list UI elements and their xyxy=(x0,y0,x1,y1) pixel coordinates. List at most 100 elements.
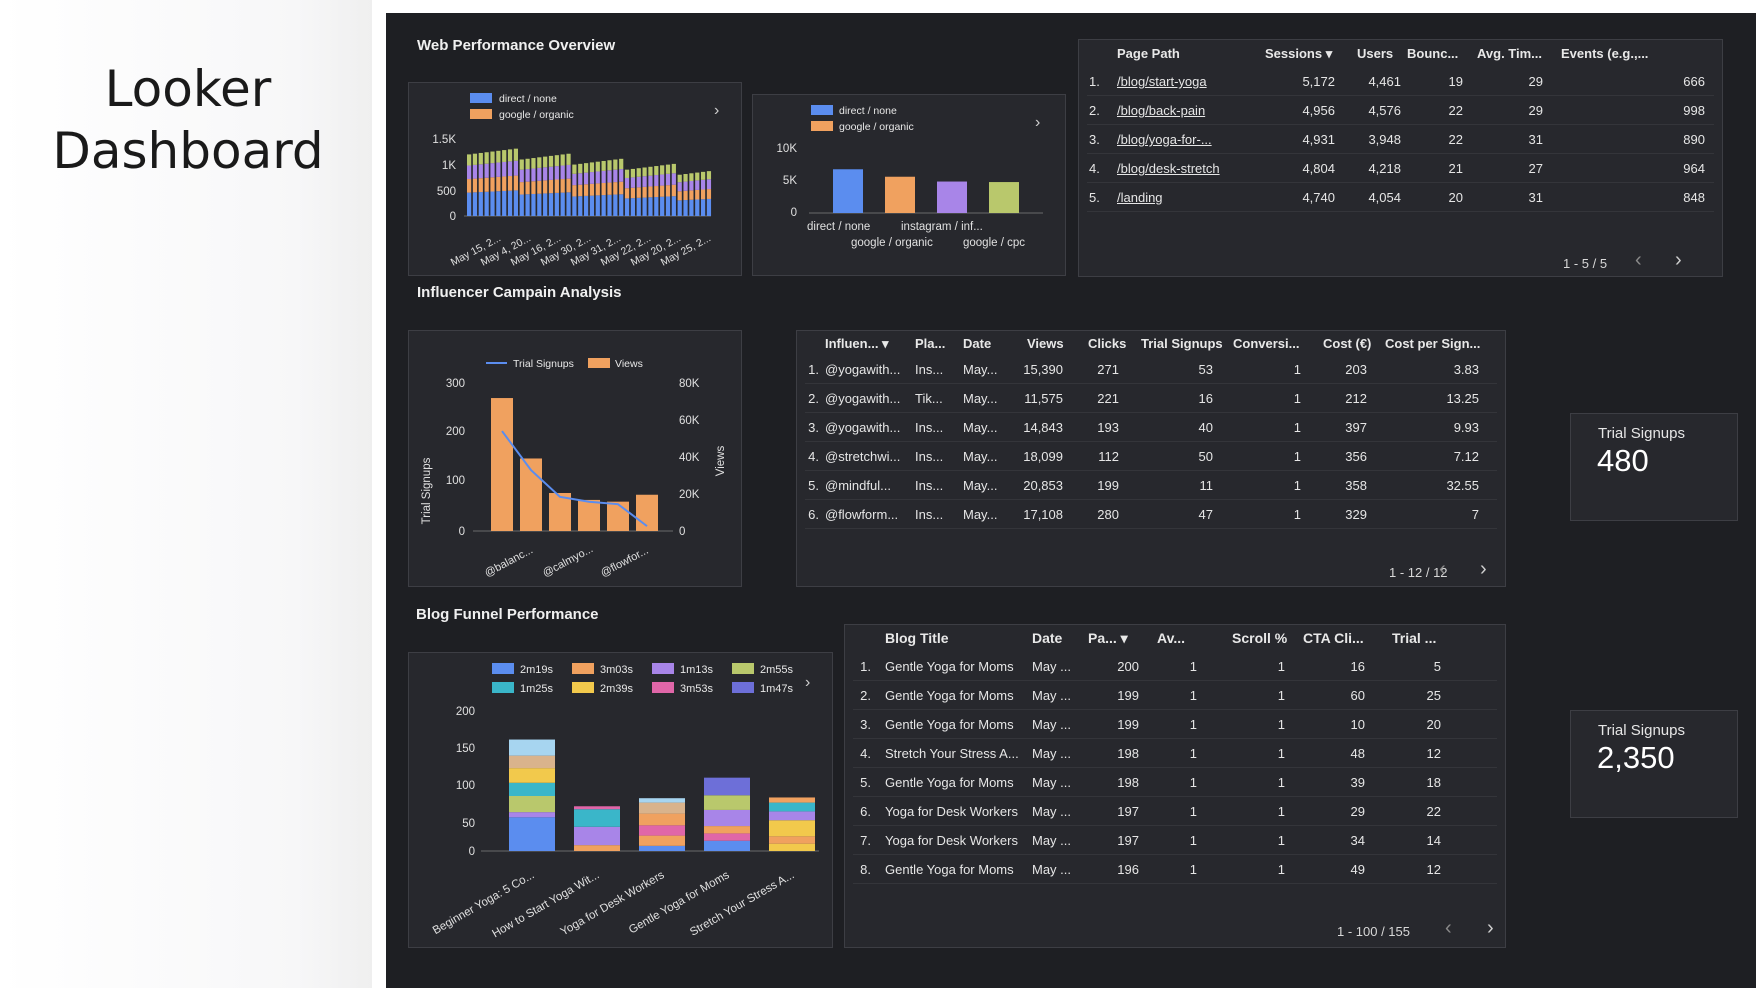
blog-stacked-chart-card[interactable]: 2m19s 3m03s 1m13s 2m55s 1m25s 2m39s 3m53s 1m47s… xyxy=(408,652,833,948)
column-header[interactable]: Trial ... xyxy=(1392,630,1437,646)
chevron-right-icon[interactable]: › xyxy=(1487,917,1494,939)
stack-segment xyxy=(704,809,750,827)
row-divider xyxy=(853,738,1497,739)
channel-bar xyxy=(989,182,1019,213)
stack-segment xyxy=(509,768,555,783)
timeline-bar-segment xyxy=(589,172,595,184)
row-divider xyxy=(805,470,1497,471)
column-header[interactable]: Pla... xyxy=(915,336,946,351)
y2-tick: 80K xyxy=(679,378,700,390)
row-link[interactable]: /blog/yoga-for-... xyxy=(1117,132,1212,147)
web-timeline-chart-card[interactable]: direct / none google / organic › 1.5K 1K 5… xyxy=(408,82,742,276)
table-cell: 1. xyxy=(808,362,819,377)
column-header[interactable]: Events (e.g.,... xyxy=(1561,46,1649,61)
column-header[interactable]: Views xyxy=(1027,336,1064,351)
column-header[interactable]: Sessions ▾ xyxy=(1265,46,1333,61)
kpi-trial-signups-card-2: Trial Signups 2,350 xyxy=(1570,710,1738,818)
timeline-bar-segment xyxy=(548,166,554,180)
row-divider xyxy=(853,709,1497,710)
column-header[interactable]: Date xyxy=(1032,630,1063,646)
chevron-right-icon[interactable]: › xyxy=(805,674,810,691)
table-cell: 39 xyxy=(1350,775,1365,790)
table-cell: 2. xyxy=(1089,103,1100,118)
x-tick: How to Start Yoga Wit... xyxy=(490,869,601,940)
timeline-bar-segment xyxy=(665,196,671,216)
row-link[interactable]: /blog/start-yoga xyxy=(1117,74,1207,89)
chevron-left-icon[interactable]: ‹ xyxy=(1439,558,1446,580)
timeline-bar-segment xyxy=(566,164,571,179)
timeline-bar-segment xyxy=(613,169,618,183)
slide-background xyxy=(0,0,372,988)
column-header[interactable]: Blog Title xyxy=(885,630,949,646)
timeline-bar-segment xyxy=(706,171,712,180)
legend-swatch xyxy=(572,663,594,674)
column-header[interactable]: CTA Cli... xyxy=(1303,630,1364,646)
stack-segment xyxy=(509,755,555,769)
timeline-bar-segment xyxy=(519,169,524,183)
timeline-bar-segment xyxy=(654,197,659,216)
row-divider xyxy=(1087,95,1714,96)
timeline-bar-segment xyxy=(472,192,478,216)
column-header[interactable]: Date xyxy=(963,336,992,351)
table-cell: 4. xyxy=(860,746,871,761)
timeline-bar-segment xyxy=(525,181,530,195)
table-cell: 14,843 xyxy=(1023,420,1063,435)
channel-bar-chart-card[interactable]: direct / none google / organic › 10K 5K … xyxy=(752,94,1066,276)
table-cell: 2. xyxy=(860,688,871,703)
timeline-bar-segment xyxy=(484,177,489,192)
column-header[interactable]: Av... xyxy=(1157,630,1186,646)
blog-stacked-chart: 2m19s 3m03s 1m13s 2m55s 1m25s 2m39s 3m53s 1m47s… xyxy=(431,663,819,940)
timeline-bar-segment xyxy=(543,156,548,168)
chevron-right-icon[interactable]: › xyxy=(1675,249,1682,271)
timeline-bar-segment xyxy=(507,161,513,177)
table-cell: Stretch Your Stress A... xyxy=(885,746,1019,761)
x-label: direct / none xyxy=(807,221,870,233)
column-header[interactable]: Influen... ▾ xyxy=(825,336,889,351)
chevron-left-icon[interactable]: ‹ xyxy=(1445,917,1452,939)
timeline-bar-segment xyxy=(560,165,565,180)
influencer-combo-chart-card[interactable]: Trial Signups Views Trial Signups Views … xyxy=(408,330,742,587)
row-link[interactable]: /landing xyxy=(1117,190,1163,205)
table-cell: 19 xyxy=(1448,74,1463,89)
stack-segment xyxy=(639,845,685,851)
timeline-bar-segment xyxy=(665,173,671,186)
table-cell: 964 xyxy=(1683,161,1705,176)
timeline-bar-segment xyxy=(642,167,647,177)
timeline-bar-segment xyxy=(683,181,688,191)
column-header[interactable]: Users xyxy=(1357,46,1394,61)
slide-title-line1: Looker xyxy=(104,60,272,118)
table-cell: 7. xyxy=(860,833,871,848)
column-header[interactable]: Avg. Tim... xyxy=(1477,46,1543,61)
table-cell: 1 xyxy=(1293,362,1301,377)
table-cell: 3. xyxy=(860,717,871,732)
row-link[interactable]: /blog/back-pain xyxy=(1117,103,1206,118)
legend-label-organic: google / organic xyxy=(499,109,574,121)
y2-tick: 0 xyxy=(679,526,685,538)
column-header[interactable]: Cost per Sign... xyxy=(1385,336,1481,351)
column-header[interactable]: Conversi... xyxy=(1233,336,1300,351)
signups-series-line xyxy=(501,430,648,527)
column-header[interactable]: Trial Signups xyxy=(1141,336,1223,351)
chevron-right-icon[interactable]: › xyxy=(714,102,719,119)
column-header[interactable]: Bounc... xyxy=(1407,46,1459,61)
chevron-right-icon[interactable]: › xyxy=(1480,558,1487,580)
timeline-bar-segment xyxy=(472,153,478,165)
column-header[interactable]: Pa... ▾ xyxy=(1088,630,1128,646)
column-header[interactable]: Scroll % xyxy=(1232,630,1288,646)
row-link[interactable]: /blog/desk-stretch xyxy=(1117,161,1220,176)
legend-label: 1m47s xyxy=(760,683,794,695)
stack-segment xyxy=(639,802,685,814)
column-header[interactable]: Clicks xyxy=(1088,336,1127,351)
timeline-bar-segment xyxy=(478,192,483,216)
chevron-right-icon[interactable]: › xyxy=(1035,114,1040,131)
stack-segment xyxy=(769,843,815,851)
timeline-bar-segment xyxy=(584,184,589,196)
table-cell: 20 xyxy=(1448,190,1463,205)
timeline-bar-segment xyxy=(513,160,518,176)
chevron-left-icon[interactable]: ‹ xyxy=(1635,249,1642,271)
legend-swatch xyxy=(652,682,674,693)
column-header[interactable]: Page Path xyxy=(1117,46,1180,61)
column-header[interactable]: Cost (€) xyxy=(1323,336,1372,351)
table-cell: 848 xyxy=(1683,190,1705,205)
slide-title-line2: Dashboard xyxy=(52,122,324,180)
